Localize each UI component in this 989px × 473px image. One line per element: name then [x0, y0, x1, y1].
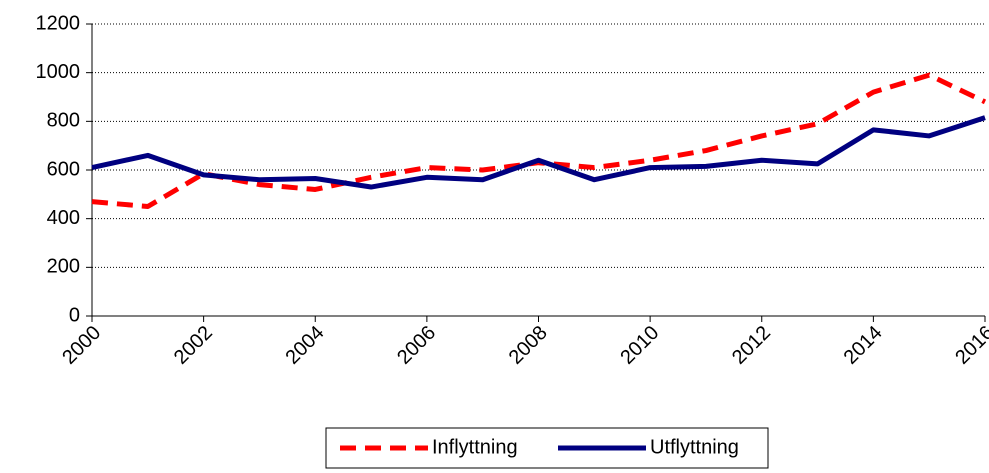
y-tick-label: 0 — [69, 304, 80, 326]
x-tick-label: 2006 — [393, 322, 440, 369]
series-line — [91, 115, 986, 190]
x-tick-label: 2008 — [505, 322, 552, 369]
x-tick-label: 2002 — [170, 322, 217, 369]
y-tick-label: 1200 — [36, 12, 81, 34]
legend-label: Utflyttning — [650, 436, 739, 458]
x-tick-label: 2004 — [281, 322, 328, 369]
x-tick-label: 2000 — [58, 322, 105, 369]
x-tick-label: 2010 — [616, 322, 663, 369]
x-tick-label: 2012 — [728, 322, 775, 369]
y-tick-label: 1000 — [36, 61, 81, 83]
y-tick-label: 800 — [47, 110, 80, 132]
y-tick-label: 600 — [47, 158, 80, 180]
y-tick-label: 200 — [47, 256, 80, 278]
y-tick-label: 400 — [47, 207, 80, 229]
x-tick-label: 2014 — [840, 322, 887, 369]
x-tick-label: 2016 — [951, 322, 989, 369]
legend-label: Inflyttning — [432, 436, 518, 458]
